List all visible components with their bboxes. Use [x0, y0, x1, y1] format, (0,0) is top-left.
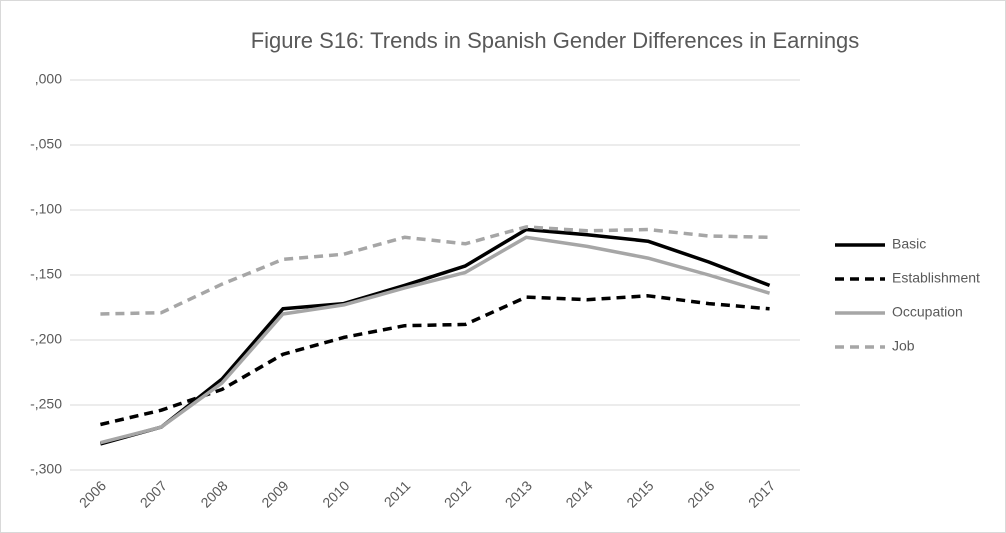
series-line: [100, 294, 770, 427]
legend-label: Basic: [892, 236, 926, 252]
y-tick-label: ,000: [35, 71, 62, 87]
series-line: [100, 225, 770, 316]
chart-title: Figure S16: Trends in Spanish Gender Dif…: [251, 28, 860, 53]
y-tick-label: -,050: [30, 136, 62, 152]
series-line: [99, 227, 771, 446]
legend-label: Occupation: [892, 304, 963, 320]
y-tick-label: -,250: [30, 396, 62, 412]
y-tick-label: -,150: [30, 266, 62, 282]
y-tick-label: -,300: [30, 461, 62, 477]
y-tick-label: -,100: [30, 201, 62, 217]
y-tick-label: -,200: [30, 331, 62, 347]
legend-label: Job: [892, 338, 915, 354]
legend-label: Establishment: [892, 270, 980, 286]
series-line: [99, 235, 771, 445]
